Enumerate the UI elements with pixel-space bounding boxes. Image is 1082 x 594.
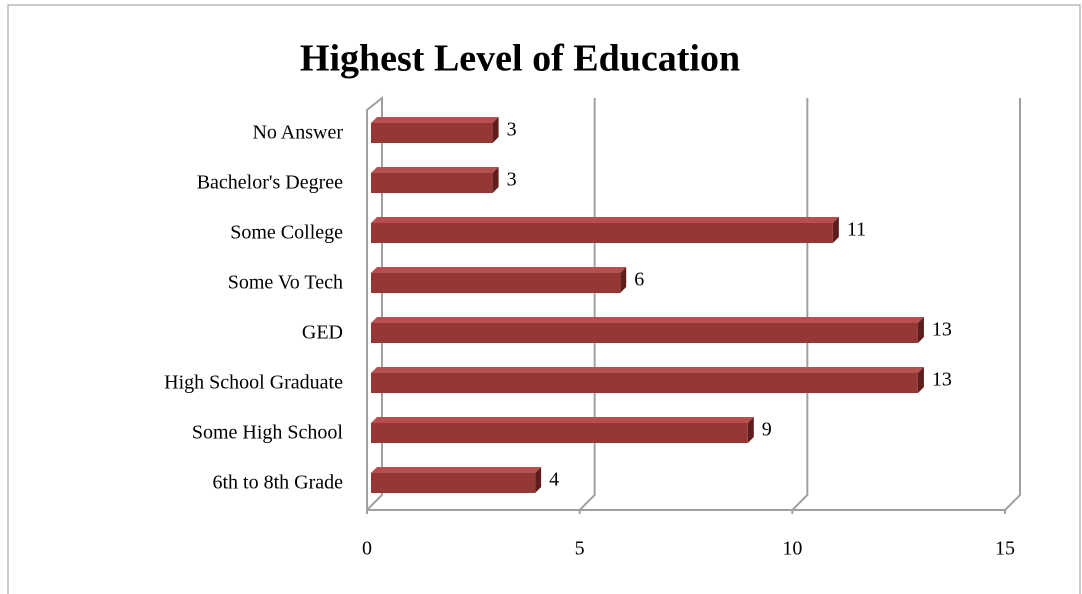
bar	[371, 417, 754, 443]
bar-top	[371, 367, 924, 373]
bar	[371, 167, 499, 193]
bar	[371, 267, 627, 293]
y-tick-label: Bachelor's Degree	[197, 172, 343, 194]
y-tick-label: Some High School	[192, 422, 344, 444]
bar	[371, 117, 499, 143]
data-label: 6	[634, 269, 644, 291]
grid-line	[1004, 98, 1021, 511]
chart-frame	[7, 4, 1081, 594]
bar-front	[371, 323, 918, 343]
y-tick-label: Some College	[230, 222, 343, 244]
bar-front	[371, 123, 493, 143]
bar-side	[492, 117, 499, 143]
y-tick-label: Some Vo Tech	[228, 272, 343, 294]
y-tick-label: High School Graduate	[164, 372, 343, 394]
data-label: 4	[549, 469, 559, 491]
bar-top	[371, 417, 754, 423]
data-label: 13	[932, 319, 952, 341]
bar-side	[917, 317, 924, 343]
x-tick-label: 10	[782, 538, 802, 560]
bar-front	[371, 373, 918, 393]
data-label: 13	[932, 369, 952, 391]
x-tick-label: 5	[575, 538, 585, 560]
bar-side	[747, 417, 754, 443]
chart-title: Highest Level of Education	[300, 38, 740, 80]
bar-top	[371, 117, 499, 123]
bar-top	[371, 467, 542, 473]
bar-front	[371, 223, 833, 243]
bar	[371, 367, 924, 393]
y-tick-label: 6th to 8th Grade	[212, 472, 343, 494]
bar-front	[371, 423, 748, 443]
y-tick-label: GED	[302, 322, 343, 344]
data-label: 9	[762, 419, 772, 441]
data-label: 3	[507, 169, 517, 191]
bar-top	[371, 167, 499, 173]
bar-side	[535, 467, 542, 493]
bar-side	[620, 267, 627, 293]
bar	[371, 467, 542, 493]
data-label: 3	[507, 119, 517, 141]
bar-top	[371, 217, 839, 223]
x-tick-label: 0	[362, 538, 372, 560]
bar	[371, 217, 839, 243]
bar-side	[492, 167, 499, 193]
y-tick-label: No Answer	[252, 122, 343, 144]
bar-side	[832, 217, 839, 243]
bar-top	[371, 317, 924, 323]
bar-top	[371, 267, 627, 273]
data-label: 11	[847, 219, 866, 241]
x-tick-label: 15	[995, 538, 1015, 560]
bar-front	[371, 173, 493, 193]
bar-side	[917, 367, 924, 393]
bar-front	[371, 473, 536, 493]
bar	[371, 317, 924, 343]
bar-front	[371, 273, 621, 293]
